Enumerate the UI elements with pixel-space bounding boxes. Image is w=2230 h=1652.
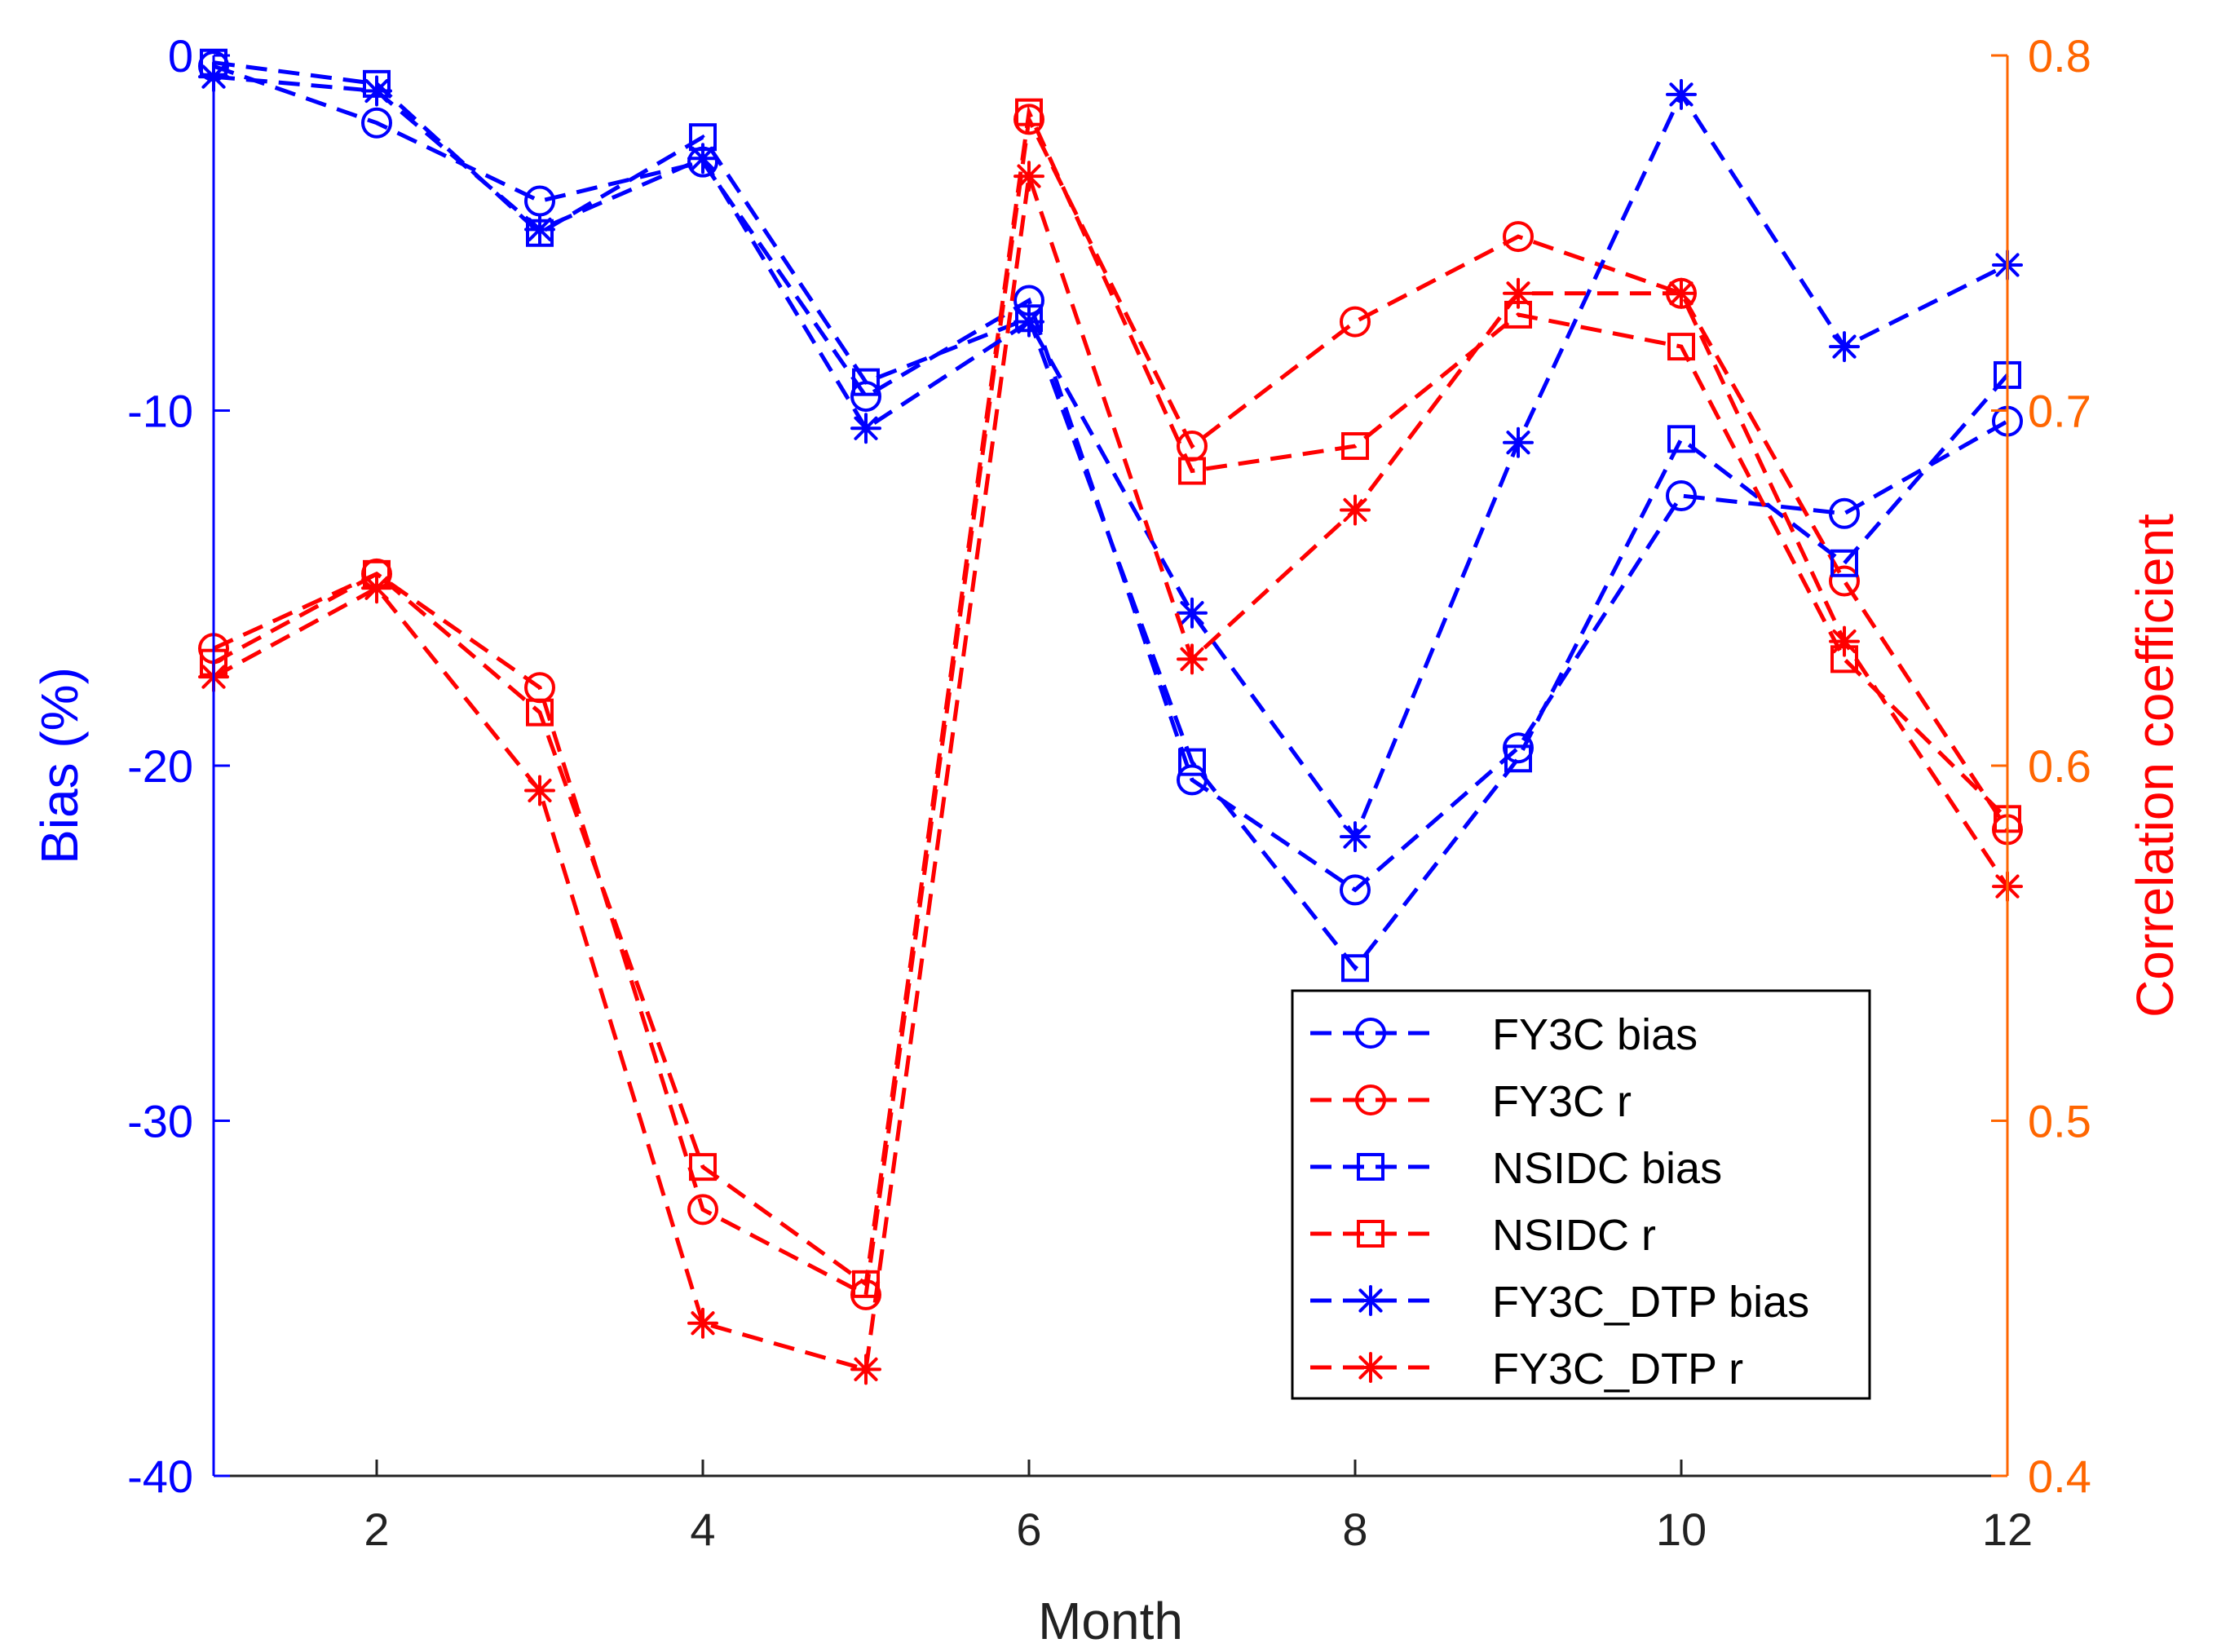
x-tick-label: 2 — [364, 1504, 389, 1555]
legend-marker — [1355, 1084, 1386, 1115]
series-line-fy3c-dtp-bias — [213, 74, 2009, 841]
data-point-nsidc-r-6 — [1015, 98, 1043, 126]
x-tick-label: 6 — [1016, 1504, 1041, 1555]
legend-label: FY3C r — [1492, 1077, 1632, 1126]
data-point-fy3c-dtp-r-2 — [361, 572, 392, 604]
series-layer — [198, 48, 2023, 1385]
legend-label: FY3C_DTP bias — [1492, 1278, 1809, 1327]
y-left-axis-label: Bias (%) — [30, 667, 89, 864]
data-point-fy3c-dtp-bias-10 — [1666, 78, 1697, 110]
data-point-nsidc-bias-10 — [1667, 425, 1695, 453]
data-point-fy3c-dtp-r-6 — [1013, 161, 1044, 192]
data-point-fy3c-dtp-bias-6 — [1013, 306, 1044, 338]
series-line-nsidc-bias — [213, 60, 2009, 972]
data-point-fy3c-bias-2 — [361, 107, 392, 139]
legend-label: FY3C bias — [1492, 1010, 1698, 1059]
x-axis-label: Month — [1038, 1592, 1183, 1650]
data-point-fy3c-dtp-r-7 — [1177, 643, 1208, 675]
data-point-fy3c-dtp-r-8 — [1340, 494, 1371, 526]
data-point-fy3c-r-4 — [687, 1194, 718, 1226]
y-left-tick-label: -30 — [127, 1096, 193, 1147]
x-tick-label: 12 — [1982, 1504, 2033, 1555]
axes-layer: 2 4 6 8 10 12 Month 0 -10 -20 -30 -40 Bias (%) 0.8 0.7… — [30, 30, 2184, 1650]
data-point-nsidc-r-4 — [689, 1153, 717, 1182]
data-point-fy3c-dtp-bias-9 — [1503, 426, 1534, 458]
data-point-nsidc-bias-8 — [1341, 954, 1369, 983]
data-point-fy3c-r-8 — [1340, 306, 1371, 338]
data-point-nsidc-bias-9 — [1504, 744, 1532, 773]
legend-item-fy3c-dtp-bias: FY3C_DTP bias — [1310, 1278, 1809, 1327]
legend-box — [1291, 989, 1871, 1400]
y-left-tick-label: -20 — [127, 740, 193, 792]
data-point-fy3c-dtp-r-10 — [1666, 277, 1697, 309]
legend-marker — [1357, 1153, 1384, 1181]
data-point-fy3c-r-9 — [1503, 221, 1534, 253]
legend-item-fy3c-dtp-r: FY3C_DTP r — [1310, 1345, 1743, 1394]
data-point-fy3c-bias-8 — [1340, 874, 1371, 906]
legend-label: FY3C_DTP r — [1492, 1345, 1743, 1394]
data-point-nsidc-r-10 — [1667, 333, 1695, 361]
data-point-fy3c-dtp-bias-2 — [361, 75, 392, 107]
data-point-fy3c-dtp-r-3 — [524, 775, 555, 806]
series-fy3c-dtp-bias — [198, 61, 2023, 853]
data-point-fy3c-dtp-bias-8 — [1340, 821, 1371, 853]
data-point-nsidc-bias-5 — [852, 368, 880, 396]
legend-label: NSIDC bias — [1492, 1144, 1722, 1193]
legend: FY3C bias FY3C r NSIDC bias NSIDC r FY3C_DTP… — [1291, 989, 1871, 1400]
data-point-fy3c-dtp-bias-5 — [850, 413, 881, 444]
y-left-tick-label: 0 — [168, 30, 193, 82]
y-right-tick-label: 0.7 — [2028, 386, 2091, 437]
data-point-fy3c-dtp-r-11 — [1829, 625, 1860, 657]
data-point-fy3c-dtp-bias-4 — [687, 143, 718, 174]
series-fy3c-dtp-r — [198, 161, 2023, 1385]
legend-marker — [1357, 1220, 1384, 1248]
legend-marker — [1355, 1285, 1386, 1316]
y-right-axis-label: Correlation coefficient — [2126, 514, 2184, 1018]
data-point-fy3c-dtp-bias-11 — [1829, 331, 1860, 363]
legend-item-fy3c-bias: FY3C bias — [1310, 1010, 1698, 1059]
legend-item-nsidc-r: NSIDC r — [1310, 1211, 1656, 1260]
legend-item-fy3c-r: FY3C r — [1310, 1077, 1632, 1126]
series-line-fy3c-r — [212, 113, 2010, 1298]
legend-marker — [1355, 1018, 1386, 1049]
data-point-nsidc-r-8 — [1341, 432, 1369, 461]
y-left-tick-label: -40 — [127, 1451, 193, 1502]
y-left-tick-label: -10 — [127, 386, 193, 437]
y-right-tick-label: 0.4 — [2028, 1451, 2091, 1502]
data-point-fy3c-dtp-r-4 — [687, 1307, 718, 1339]
data-point-fy3c-dtp-r-5 — [850, 1354, 881, 1385]
y-right-tick-label: 0.6 — [2028, 740, 2091, 792]
data-point-nsidc-r-7 — [1178, 457, 1206, 485]
series-line-nsidc-r — [212, 104, 2009, 1288]
data-point-fy3c-bias-11 — [1829, 497, 1860, 529]
data-point-nsidc-r-3 — [526, 698, 554, 727]
data-point-fy3c-dtp-bias-3 — [524, 214, 555, 245]
y-right-tick-label: 0.8 — [2028, 30, 2091, 82]
data-point-nsidc-bias-11 — [1830, 549, 1858, 577]
x-tick-label: 10 — [1656, 1504, 1707, 1555]
legend-item-nsidc-bias: NSIDC bias — [1310, 1144, 1722, 1193]
data-point-fy3c-dtp-r-9 — [1503, 277, 1534, 309]
data-point-nsidc-bias-7 — [1178, 748, 1206, 776]
x-tick-label: 4 — [690, 1504, 715, 1555]
data-point-fy3c-bias-10 — [1666, 480, 1697, 512]
series-line-fy3c-dtp-r — [212, 175, 2010, 1372]
data-point-fy3c-r-11 — [1829, 565, 1860, 597]
x-tick-label: 8 — [1342, 1504, 1367, 1555]
legend-label: NSIDC r — [1492, 1211, 1656, 1260]
data-point-fy3c-dtp-bias-7 — [1177, 597, 1208, 629]
y-right-tick-label: 0.5 — [2028, 1096, 2091, 1147]
legend-marker — [1355, 1352, 1386, 1383]
